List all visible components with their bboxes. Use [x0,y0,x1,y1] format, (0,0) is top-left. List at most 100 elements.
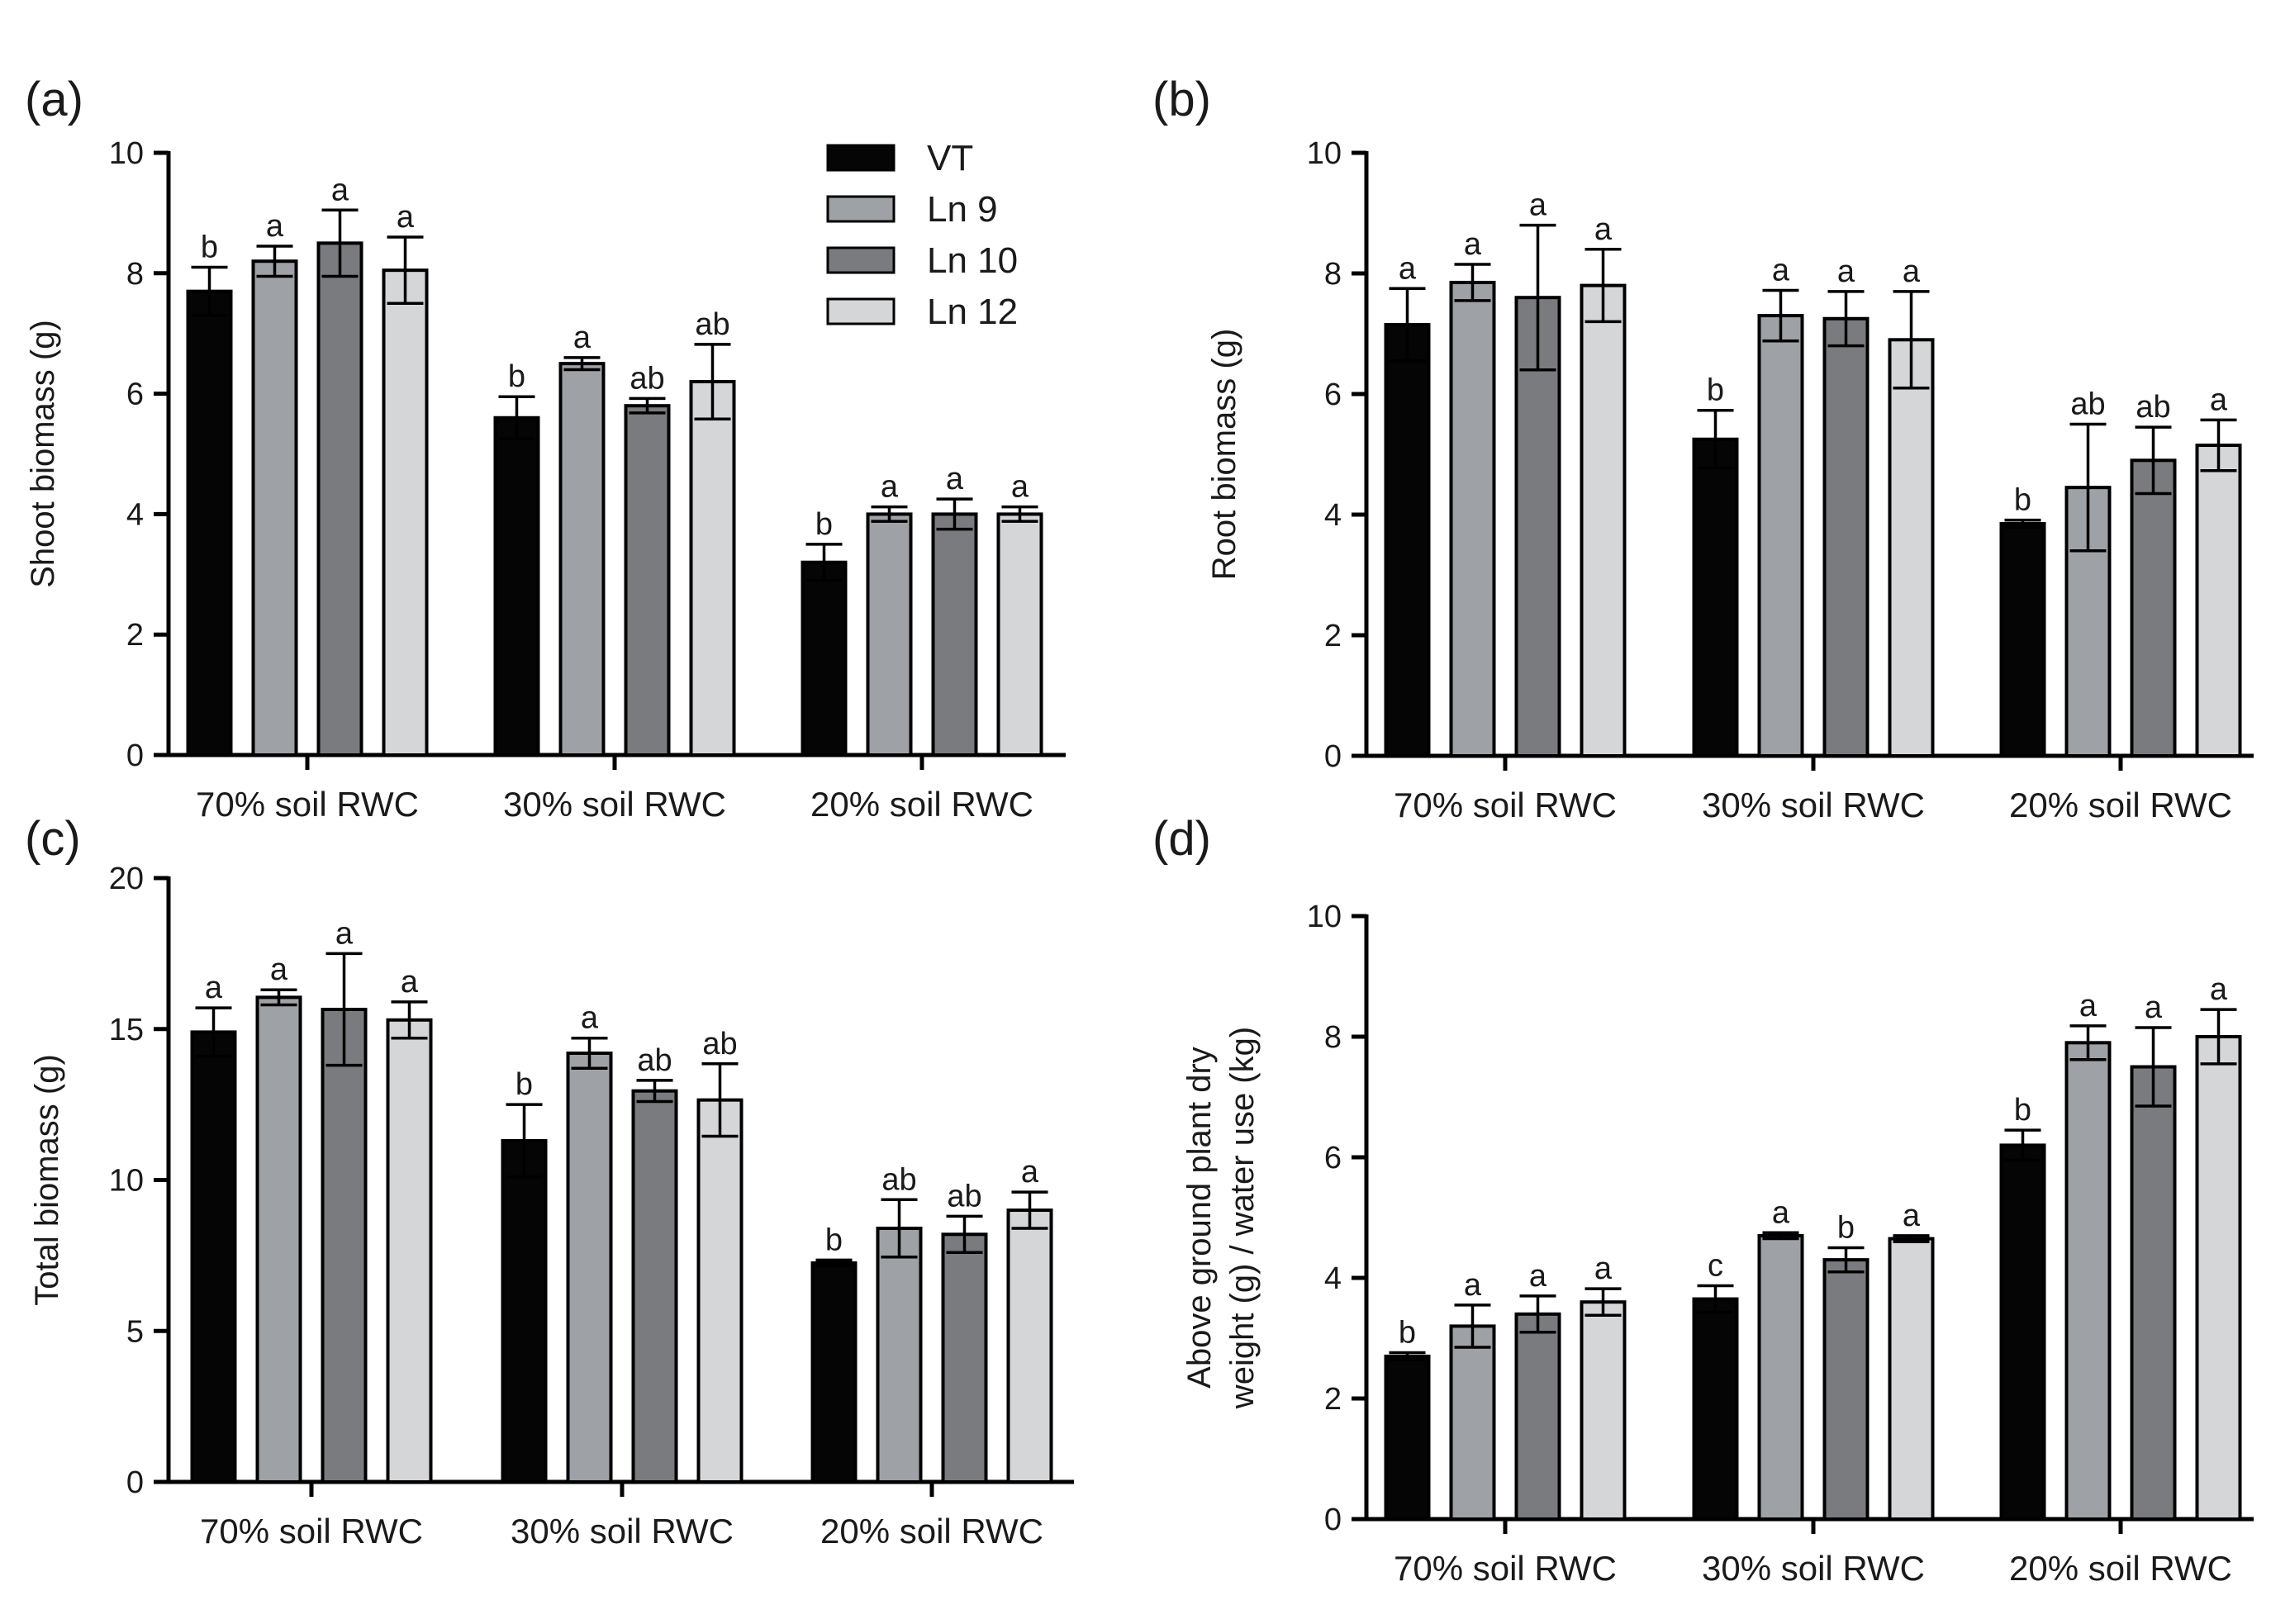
panel-b-ytick-label-2: 4 [1324,498,1342,533]
legend-label-ln9: Ln 9 [927,189,998,230]
panel-c-sig-letter-ln-9-20pct-soil-rwc: ab [881,1162,916,1197]
panel-a-ytick-label-0: 0 [126,738,144,773]
panel-a-bar-ln-9-20pct-soil-rwc [866,512,913,757]
panel-d-bar-ln-12-70pct-soil-rwc [1580,1300,1627,1521]
panel-b-bar-ln-12-20pct-soil-rwc [2195,444,2242,757]
panel-b-bar-ln-10-30pct-soil-rwc [1822,316,1870,757]
panel-a-category-label-30pct-soil-rwc: 30% soil RWC [503,785,726,824]
panel-d-bar-vt-20pct-soil-rwc [1999,1143,2046,1522]
panel-a-sig-letter-vt-20pct-soil-rwc: b [815,507,833,542]
panel-b-sig-letter-vt-30pct-soil-rwc: b [1707,373,1724,408]
panel-b-sig-letter-vt-70pct-soil-rwc: a [1399,251,1417,286]
panel-d-label: (d) [1152,812,1211,866]
panel-d-ytick-label-3: 6 [1324,1141,1342,1175]
panel-b-sig-letter-ln-10-30pct-soil-rwc: a [1837,254,1855,289]
panel-b: (b) 0 2 4 6 8 10 Root biomass (g) 70% soil RWC 3… [1152,73,2254,824]
panel-d-ytick-label-4: 8 [1324,1020,1342,1055]
panel-b-sig-letter-ln-12-30pct-soil-rwc: a [1903,254,1921,289]
panel-d-bar-ln-10-30pct-soil-rwc [1822,1258,1870,1521]
legend-swatch-ln9 [826,195,896,223]
panel-b-bar-vt-20pct-soil-rwc [1999,521,2046,757]
panel-a-ytick-label-2: 4 [126,497,144,532]
panel-c-sig-letter-ln-12-30pct-soil-rwc: ab [702,1027,737,1061]
panel-c-ytick-label-4: 20 [109,862,144,896]
panel-b-category-label-20pct-soil-rwc: 20% soil RWC [2009,786,2232,824]
panel-b-category-label-30pct-soil-rwc: 30% soil RWC [1702,786,1925,824]
panel-a-bar-ln-9-30pct-soil-rwc [558,362,606,757]
panel-d-y-axis-title-line-1: weight (g) / water use (kg) [1224,1027,1261,1409]
panel-b-label: (b) [1152,73,1211,126]
panel-c-sig-letter-ln-10-20pct-soil-rwc: ab [947,1179,981,1213]
panel-c-sig-letter-ln-12-20pct-soil-rwc: a [1021,1155,1039,1190]
panel-a-sig-letter-ln-10-70pct-soil-rwc: a [331,173,349,207]
panel-c: (c) 0 5 10 15 20 Total biomass (g) 70% soil RW… [25,812,1074,1550]
panel-b-category-label-70pct-soil-rwc: 70% soil RWC [1394,786,1617,824]
panel-c-category-label-70pct-soil-rwc: 70% soil RWC [200,1512,423,1550]
panel-d-sig-letter-vt-30pct-soil-rwc: c [1708,1248,1723,1283]
panel-d-ytick-label-2: 4 [1324,1261,1342,1296]
panel-a-sig-letter-ln-10-20pct-soil-rwc: a [946,462,964,496]
panel-d-sig-letter-ln-10-30pct-soil-rwc: b [1837,1211,1855,1246]
panel-b-ytick-label-1: 2 [1324,619,1342,653]
panel-b-bar-ln-12-30pct-soil-rwc [1888,338,1935,757]
panel-a-sig-letter-ln-9-20pct-soil-rwc: a [881,470,899,505]
panel-b-bar-ln-9-30pct-soil-rwc [1757,314,1804,758]
panel-d-bar-ln-12-30pct-soil-rwc [1888,1237,1935,1522]
panel-d-category-label-30pct-soil-rwc: 30% soil RWC [1702,1549,1925,1588]
panel-d-bar-ln-12-20pct-soil-rwc [2195,1035,2242,1521]
panel-b-y-axis-title-line-0: Root biomass (g) [1206,329,1242,581]
panel-b-sig-letter-ln-12-70pct-soil-rwc: a [1594,212,1613,247]
panel-a-sig-letter-ln-12-30pct-soil-rwc: ab [695,307,729,342]
panel-a-ytick-label-4: 8 [126,257,144,292]
panel-d-sig-letter-ln-12-20pct-soil-rwc: a [2210,972,2228,1007]
panel-c-bar-ln-10-30pct-soil-rwc [631,1089,678,1484]
panel-d: (d) 0 2 4 6 8 10 Above ground plant dry weight … [1152,812,2254,1588]
panel-d-bar-ln-10-70pct-soil-rwc [1514,1312,1561,1522]
panel-a-sig-letter-ln-9-30pct-soil-rwc: a [573,321,592,355]
panel-d-ytick-label-5: 10 [1307,900,1342,934]
panel-d-sig-letter-vt-70pct-soil-rwc: b [1399,1316,1416,1351]
panel-d-y-axis-title-line-0: Above ground plant dry [1181,1047,1218,1389]
panel-c-ytick-label-2: 10 [109,1164,144,1199]
panel-b-sig-letter-ln-9-70pct-soil-rwc: a [1464,227,1482,262]
panel-d-category-label-70pct-soil-rwc: 70% soil RWC [1394,1549,1617,1588]
panel-a-sig-letter-vt-30pct-soil-rwc: b [508,359,525,394]
panel-c-sig-letter-ln-10-70pct-soil-rwc: a [335,916,354,951]
panel-c-category-label-20pct-soil-rwc: 20% soil RWC [820,1512,1043,1550]
panel-c-bar-ln-10-70pct-soil-rwc [321,1007,368,1484]
panel-b-ytick-label-0: 0 [1324,739,1342,774]
panel-a-sig-letter-vt-70pct-soil-rwc: b [201,230,218,265]
panel-d-bar-vt-70pct-soil-rwc [1384,1354,1431,1522]
panel-b-ytick-label-5: 10 [1307,136,1342,171]
panel-c-bar-ln-12-20pct-soil-rwc [1006,1209,1053,1484]
panel-a: (a) 0 2 4 6 8 10 Shoot biomass (g) 70% soil RWC… [25,73,1066,824]
panel-b-ytick-label-3: 6 [1324,378,1342,412]
panel-b-sig-letter-ln-10-20pct-soil-rwc: ab [2136,390,2170,425]
panel-c-sig-letter-ln-10-30pct-soil-rwc: ab [637,1043,672,1078]
panel-d-sig-letter-vt-20pct-soil-rwc: b [2014,1093,2031,1128]
panel-c-sig-letter-ln-9-70pct-soil-rwc: a [270,952,288,987]
panel-d-bar-ln-10-20pct-soil-rwc [2130,1065,2177,1521]
panel-d-bar-ln-9-20pct-soil-rwc [2064,1041,2112,1522]
panel-b-sig-letter-ln-12-20pct-soil-rwc: a [2210,382,2228,417]
panel-d-bar-ln-9-70pct-soil-rwc [1449,1324,1496,1522]
panel-c-bar-ln-9-20pct-soil-rwc [876,1226,923,1484]
panel-b-bar-ln-10-20pct-soil-rwc [2130,458,2177,757]
panel-d-category-label-20pct-soil-rwc: 20% soil RWC [2009,1549,2232,1588]
panel-a-ytick-label-1: 2 [126,618,144,653]
panel-d-sig-letter-ln-10-70pct-soil-rwc: a [1529,1259,1547,1294]
panel-b-sig-letter-vt-20pct-soil-rwc: b [2014,483,2031,518]
panel-d-ytick-label-1: 2 [1324,1382,1342,1417]
panel-a-bar-ln-12-20pct-soil-rwc [996,512,1043,757]
panel-a-bar-vt-30pct-soil-rwc [493,415,540,757]
panel-d-sig-letter-ln-12-30pct-soil-rwc: a [1903,1199,1921,1233]
panel-d-sig-letter-ln-9-20pct-soil-rwc: a [2079,989,2098,1023]
panel-b-bar-ln-9-70pct-soil-rwc [1449,280,1496,757]
panel-c-ytick-label-0: 0 [126,1465,144,1500]
panel-c-y-axis-title-line-0: Total biomass (g) [29,1054,65,1306]
panel-a-bar-ln-12-30pct-soil-rwc [689,380,736,757]
panel-a-bar-ln-10-30pct-soil-rwc [624,404,671,757]
legend-label-vt: VT [927,138,973,178]
panel-d-sig-letter-ln-9-30pct-soil-rwc: a [1772,1195,1790,1230]
